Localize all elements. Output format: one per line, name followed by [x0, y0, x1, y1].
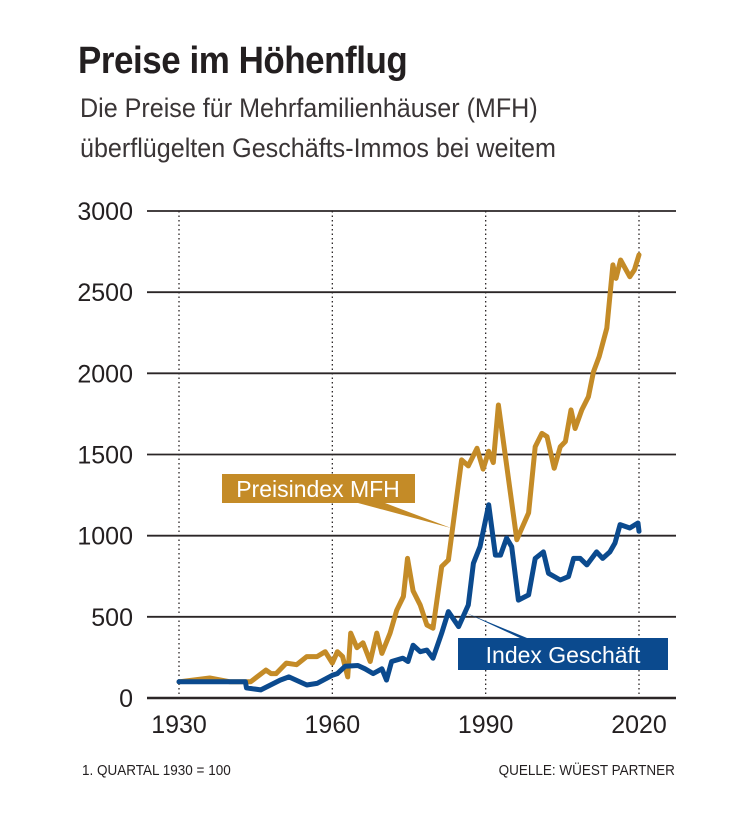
series-line-0	[176, 252, 642, 685]
x-tick-label: 1990	[458, 711, 514, 739]
legend-box-mfh	[222, 474, 451, 528]
legend-label-mfh: Preisindex MFH	[236, 476, 400, 502]
y-tick-label: 1000	[77, 523, 133, 551]
y-tick-label: 500	[91, 604, 133, 632]
chart-title: Preise im Höhenflug	[78, 40, 408, 82]
series-labels: Preisindex MFH Index Geschäft	[222, 474, 668, 670]
y-axis-ticks: 0 500 1000 1500 2000 2500 3000	[77, 198, 133, 713]
series-line-1	[176, 502, 642, 693]
x-tick-label: 1960	[305, 711, 361, 739]
subtitle-line-2: überflügelten Geschäfts-Immos bei weitem	[80, 133, 556, 163]
source-note: QUELLE: WÜEST PARTNER	[498, 762, 675, 779]
x-axis-ticks: 1930 1960 1990 2020	[151, 711, 667, 739]
y-tick-label: 1500	[77, 442, 133, 470]
x-tick-label: 2020	[611, 711, 667, 739]
series-lines	[176, 252, 642, 693]
legend-box-geschaeft	[458, 612, 668, 670]
legend-label-geschaeft: Index Geschäft	[486, 642, 641, 668]
y-tick-label: 0	[119, 685, 133, 713]
y-tick-label: 2000	[77, 360, 133, 388]
subtitle-line-1: Die Preise für Mehrfamilienhäuser (MFH)	[80, 93, 538, 123]
chart-subtitle: Die Preise für Mehrfamilienhäuser (MFH) …	[80, 88, 556, 168]
y-tick-label: 3000	[77, 198, 133, 226]
grid	[147, 210, 676, 700]
y-tick-label: 2500	[77, 279, 133, 307]
baseline-note: 1. QUARTAL 1930 = 100	[82, 762, 231, 779]
x-tick-label: 1930	[151, 711, 207, 739]
